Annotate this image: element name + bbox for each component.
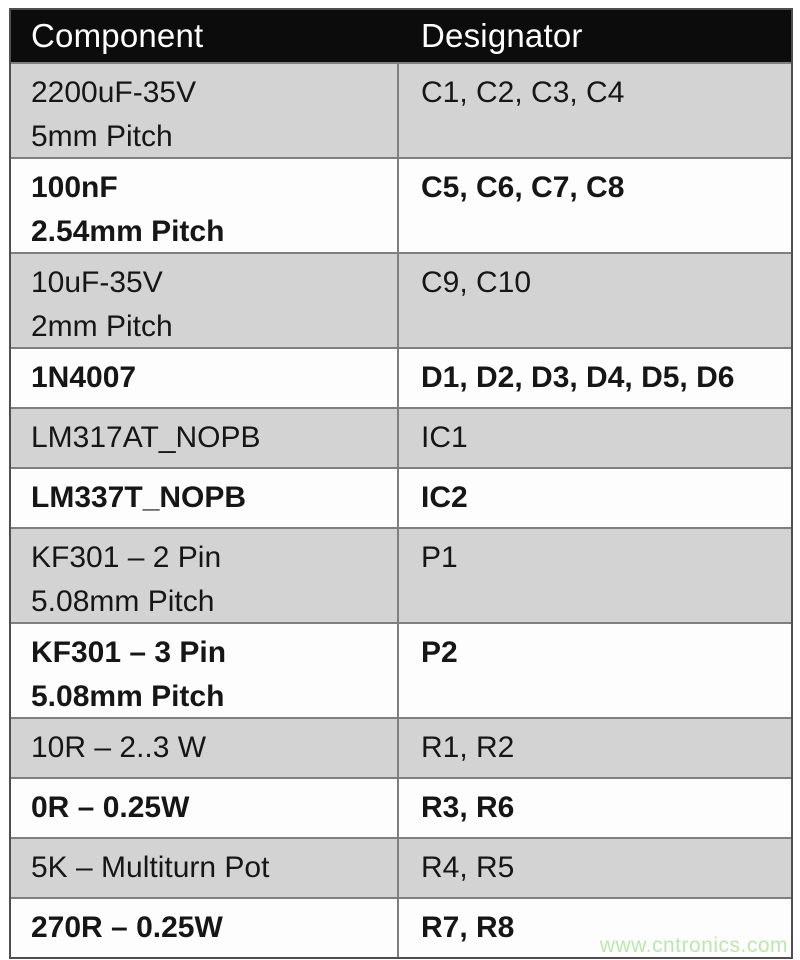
component-cell: 270R – 0.25W	[11, 899, 399, 957]
table-row: KF301 – 3 Pin 5.08mm Pitch P2	[11, 622, 791, 717]
table-row: 5K – Multiturn Pot R4, R5	[11, 837, 791, 897]
component-cell: LM317AT_NOPB	[11, 409, 399, 467]
table-row: 0R – 0.25W R3, R6	[11, 777, 791, 837]
designator-cell: R3, R6	[421, 791, 515, 824]
table-row: LM317AT_NOPB IC1	[11, 407, 791, 467]
bom-table: Component Designator 2200uF-35V 5mm Pitc…	[9, 8, 793, 959]
designator-cell: D1, D2, D3, D4, D5, D6	[421, 361, 735, 394]
table-row: 2200uF-35V 5mm Pitch C1, C2, C3, C4	[11, 62, 791, 157]
designator-cell: C1, C2, C3, C4	[421, 76, 625, 109]
designator-cell: IC1	[421, 421, 468, 454]
designator-cell: IC2	[421, 481, 468, 514]
component-cell: 0R – 0.25W	[11, 779, 399, 837]
table-row: 270R – 0.25W R7, R8	[11, 897, 791, 957]
component-cell: LM337T_NOPB	[11, 469, 399, 527]
designator-cell: C9, C10	[421, 266, 532, 299]
designator-cell: R4, R5	[421, 851, 515, 884]
watermark: www.cntronics.com	[599, 934, 788, 957]
designator-cell: C5, C6, C7, C8	[421, 171, 625, 204]
component-cell: KF301 – 2 Pin 5.08mm Pitch	[11, 529, 399, 622]
designator-cell: P2	[421, 636, 458, 669]
table-row: 10uF-35V 2mm Pitch C9, C10	[11, 252, 791, 347]
header-designator: Designator	[421, 17, 583, 54]
table-row: LM337T_NOPB IC2	[11, 467, 791, 527]
designator-cell: P1	[421, 541, 458, 574]
component-cell: 100nF 2.54mm Pitch	[11, 159, 399, 252]
component-cell: KF301 – 3 Pin 5.08mm Pitch	[11, 624, 399, 717]
table-row: 10R – 2..3 W R1, R2	[11, 717, 791, 777]
table-row: KF301 – 2 Pin 5.08mm Pitch P1	[11, 527, 791, 622]
table-row: 1N4007 D1, D2, D3, D4, D5, D6	[11, 347, 791, 407]
component-cell: 2200uF-35V 5mm Pitch	[11, 64, 399, 157]
designator-cell: R1, R2	[421, 731, 515, 764]
table-header-row: Component Designator	[11, 10, 791, 62]
table-row: 100nF 2.54mm Pitch C5, C6, C7, C8	[11, 157, 791, 252]
component-cell: 1N4007	[11, 349, 399, 407]
component-cell: 10R – 2..3 W	[11, 719, 399, 777]
header-component: Component	[31, 17, 204, 54]
component-cell: 10uF-35V 2mm Pitch	[11, 254, 399, 347]
designator-cell: R7, R8	[421, 911, 515, 944]
component-cell: 5K – Multiturn Pot	[11, 839, 399, 897]
